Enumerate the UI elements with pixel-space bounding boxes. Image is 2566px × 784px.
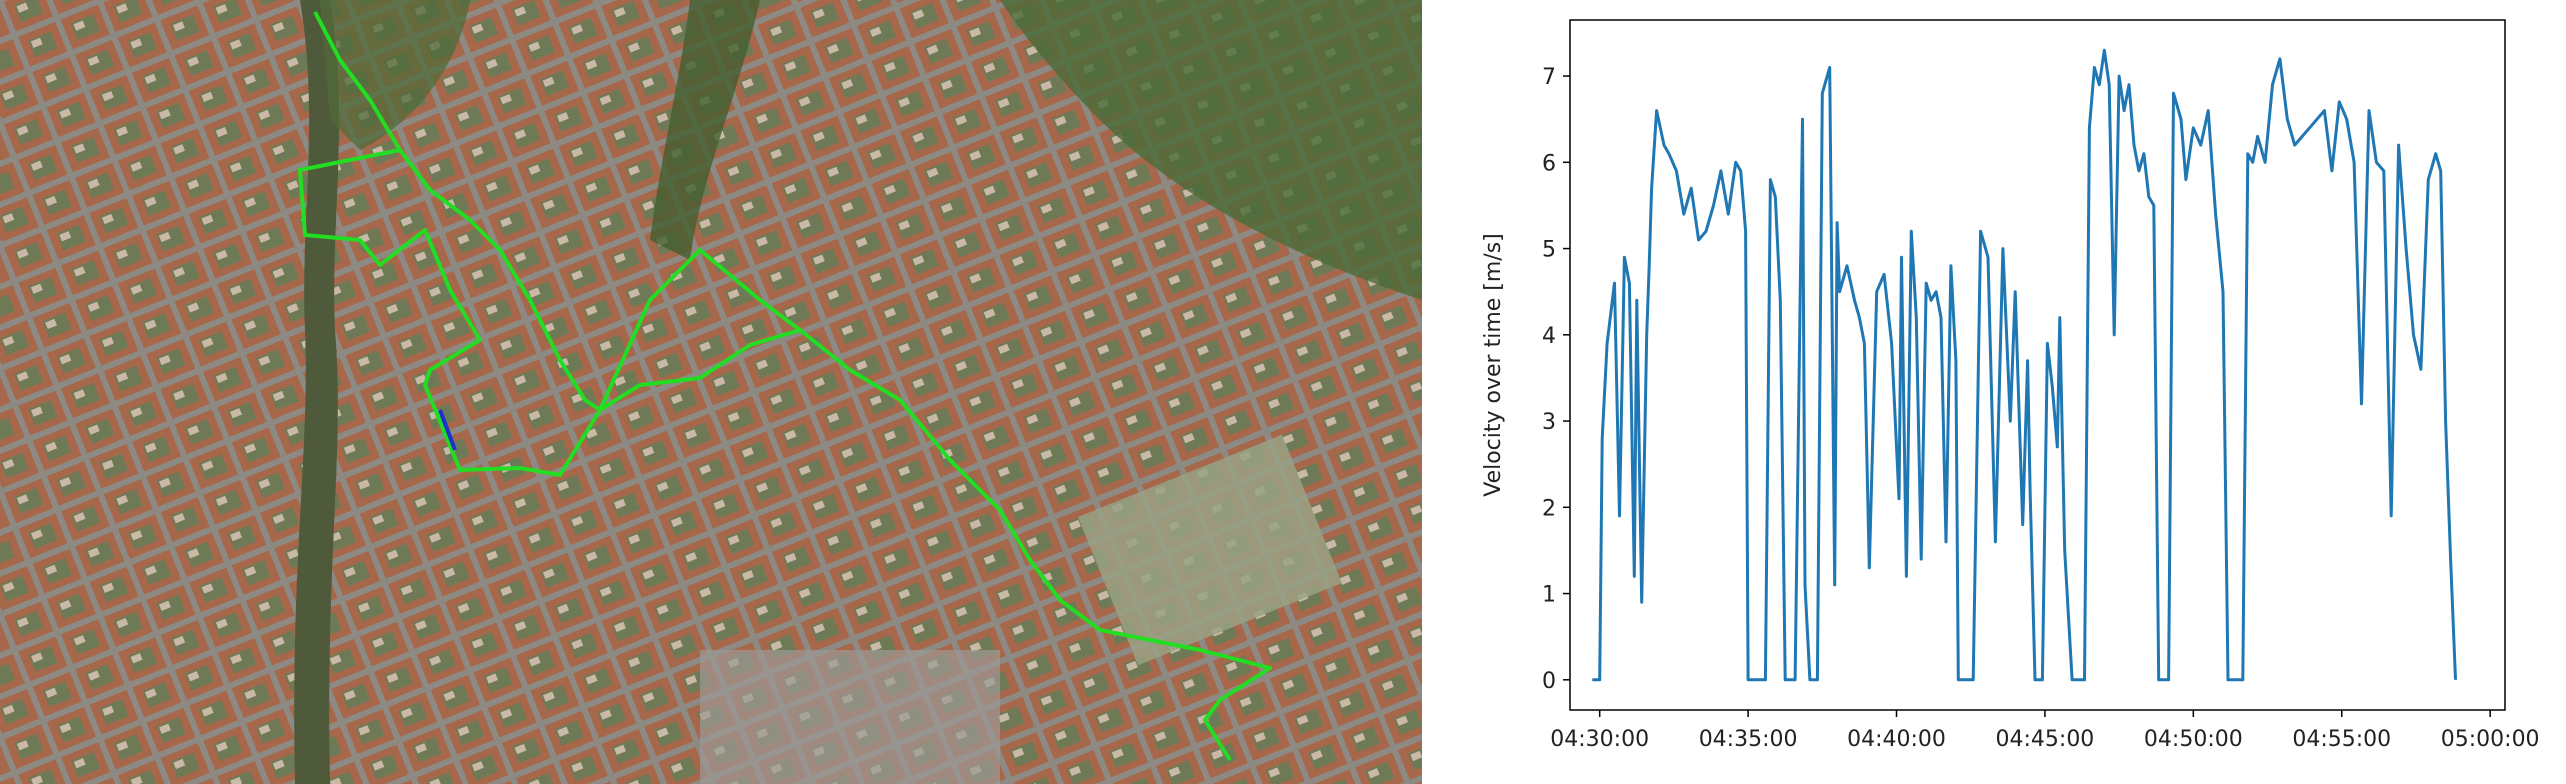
x-tick-label: 05:00:00 <box>2441 727 2540 752</box>
x-tick-label: 04:40:00 <box>1847 727 1946 752</box>
river <box>294 0 340 784</box>
aerial-map <box>0 0 1422 784</box>
y-tick-label: 7 <box>1542 65 1556 90</box>
route-main <box>313 11 1272 762</box>
route-highlight <box>438 409 457 451</box>
route-track <box>298 11 1272 762</box>
y-tick-label: 3 <box>1542 410 1556 435</box>
aerial-map-svg <box>0 0 1422 784</box>
y-tick-label: 4 <box>1542 324 1556 349</box>
y-tick-label: 6 <box>1542 151 1556 176</box>
velocity-chart: 04:30:00 04:35:00 04:40:00 04:45:00 04:50:00… <box>1440 0 2566 784</box>
x-tick-label: 04:35:00 <box>1699 727 1798 752</box>
park-north <box>320 0 470 150</box>
cemetery <box>1078 434 1342 666</box>
y-tick-label: 0 <box>1542 669 1556 694</box>
velocity-series-line <box>1592 48 2457 682</box>
park-east <box>1000 0 1422 300</box>
x-axis: 04:30:00 04:35:00 04:40:00 04:45:00 04:50:00… <box>1550 710 2540 752</box>
route-inner-loop <box>298 148 801 477</box>
x-tick-label: 04:50:00 <box>2144 727 2243 752</box>
x-tick-label: 04:30:00 <box>1550 727 1649 752</box>
x-tick-label: 04:45:00 <box>1996 727 2095 752</box>
y-axis: 0 1 2 3 4 5 6 7 <box>1542 65 1570 694</box>
industrial-area <box>700 650 1000 784</box>
y-axis-label: Velocity over time [m/s] <box>1481 233 1506 497</box>
velocity-chart-svg: 04:30:00 04:35:00 04:40:00 04:45:00 04:50:00… <box>1481 19 2540 752</box>
y-tick-label: 1 <box>1542 583 1556 608</box>
y-tick-label: 5 <box>1542 238 1556 263</box>
hill-forest <box>650 0 760 260</box>
y-tick-label: 2 <box>1542 496 1556 521</box>
plot-frame <box>1569 19 2506 711</box>
x-tick-label: 04:55:00 <box>2292 727 2391 752</box>
